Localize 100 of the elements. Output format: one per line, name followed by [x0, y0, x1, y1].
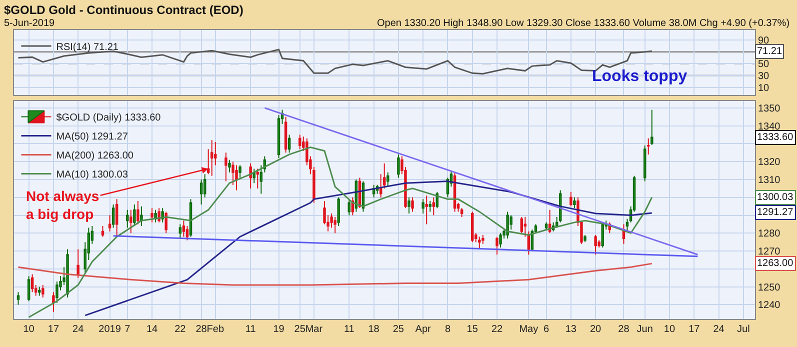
candlestick	[471, 211, 474, 243]
x-tick-label: 28	[618, 324, 630, 335]
candlestick	[150, 208, 154, 223]
y-tick-label: 50	[758, 59, 770, 70]
candlestick	[425, 195, 428, 225]
candlestick	[30, 274, 34, 293]
text: 1263.00	[757, 258, 794, 269]
annotation: Looks toppy	[592, 68, 688, 85]
candlestick	[548, 209, 552, 234]
legend-label: MA(10) 1300.03	[56, 170, 128, 181]
legend-label: RSI(14) 71.21	[56, 42, 119, 53]
candlestick	[422, 198, 424, 214]
candlestick	[249, 162, 252, 189]
candlestick	[136, 200, 140, 225]
x-tick-label: 24	[72, 324, 84, 335]
candlestick	[140, 206, 143, 226]
candlestick	[650, 109, 654, 146]
candlestick	[235, 164, 238, 191]
candlestick	[224, 152, 228, 182]
x-tick-label: 17	[48, 324, 60, 335]
chart-subtitle: 5-Jun-2019	[4, 18, 56, 29]
x-tick-label: 13	[565, 324, 577, 335]
candlestick	[252, 168, 256, 184]
candlestick	[66, 248, 69, 298]
candlestick	[601, 222, 604, 248]
y-tick-label: 30	[758, 71, 770, 82]
text: 71.21	[757, 46, 782, 57]
x-tick-label: Jul	[737, 324, 750, 335]
candlestick	[573, 196, 576, 209]
candlestick	[386, 172, 390, 188]
x-tick-label: 22	[491, 324, 503, 335]
x-tick-label: Feb	[206, 324, 224, 335]
candlestick	[112, 204, 115, 228]
candlestick	[126, 209, 129, 228]
candlestick	[288, 134, 291, 154]
candlestick	[298, 134, 302, 150]
annotation: Not always a big drop	[26, 188, 100, 222]
candlestick	[544, 222, 548, 230]
candlestick	[570, 192, 572, 207]
x-tick-label: Jun	[636, 324, 653, 335]
candlestick	[478, 236, 481, 250]
line-series	[28, 146, 653, 318]
y-tick-label: 1270	[758, 246, 781, 258]
candlestick	[337, 196, 340, 226]
candlestick	[189, 198, 192, 238]
chart-title: $GOLD Gold - Continuous Contract (EOD)	[4, 3, 244, 17]
candlestick	[52, 292, 55, 312]
candlestick	[210, 140, 214, 176]
x-tick-label: 22	[174, 324, 186, 335]
candlestick	[506, 211, 509, 240]
legend-label: MA(200) 1263.00	[56, 150, 134, 162]
x-tick-label: 20	[590, 324, 602, 335]
y-tick-label: 90	[758, 36, 770, 47]
x-tick-label: 18	[368, 324, 380, 335]
text: 1300.03	[757, 192, 794, 203]
legend-label: MA(50) 1291.27	[56, 132, 128, 143]
x-tick-label: 24	[713, 324, 725, 335]
x-tick-label: 10	[664, 324, 676, 335]
candlestick	[428, 200, 432, 212]
candlestick	[178, 224, 182, 240]
x-tick-label: 8	[444, 324, 451, 335]
text: 1333.60	[757, 132, 794, 143]
candlestick	[38, 286, 41, 296]
candlestick	[594, 234, 597, 256]
candlestick	[408, 196, 410, 214]
x-tick-label: 2019	[98, 324, 122, 335]
candlestick	[115, 198, 118, 238]
text: Open 1330.20 High 1348.90 Low 1329.30 Close 1333.60 Volume 38.0M Chg +4.90 (+0.37%)	[377, 18, 790, 29]
x-tick-label: Mar	[305, 324, 324, 335]
candlestick	[411, 196, 414, 212]
candlestick	[27, 276, 30, 302]
x-tick-label: 15	[466, 324, 478, 335]
x-tick-label: 25	[392, 324, 404, 335]
y-tick-label: 1310	[758, 174, 781, 186]
candlestick	[647, 138, 650, 155]
x-tick-label: 7	[124, 324, 131, 335]
y-tick-label: 1320	[758, 157, 781, 168]
x-tick-label: Apr	[415, 324, 432, 335]
x-tick-label: 25	[294, 324, 306, 335]
x-tick-label: May	[519, 324, 538, 335]
candlestick	[584, 234, 586, 243]
candlestick	[499, 232, 502, 248]
x-tick-label: 11	[245, 324, 256, 335]
y-tick-label: 1340	[758, 121, 781, 132]
candlestick	[228, 159, 231, 173]
text: 1291.27	[757, 207, 794, 218]
candlestick	[164, 211, 168, 234]
y-tick-label: 1250	[758, 282, 781, 294]
y-tick-label: 1240	[758, 300, 781, 312]
line-series	[18, 262, 653, 286]
candlestick	[130, 209, 132, 234]
x-tick-label: 17	[688, 324, 700, 335]
y-tick-label: 1280	[758, 228, 781, 240]
candlestick	[133, 204, 136, 226]
candlestick	[334, 216, 336, 234]
candlestick	[348, 198, 351, 216]
x-tick-label: 14	[146, 324, 158, 335]
candlestick	[496, 236, 498, 256]
x-tick-label: 11	[344, 324, 355, 335]
candlestick	[520, 216, 523, 234]
